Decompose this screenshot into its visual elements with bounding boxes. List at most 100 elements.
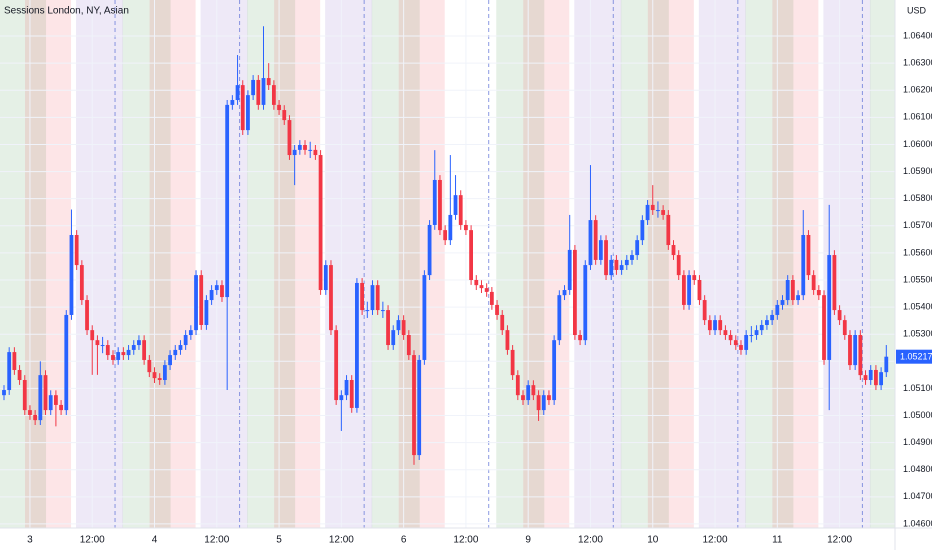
y-tick-label: 1.06200 (903, 85, 932, 95)
currency-label: USD (907, 5, 927, 15)
candle-body (775, 304, 780, 315)
last-price-label: 1.05217 (900, 352, 932, 362)
candle-body (33, 414, 38, 421)
candle-body (521, 395, 525, 401)
candle-body (386, 310, 390, 346)
asian-session (325, 0, 373, 528)
candle-body (707, 320, 712, 331)
candle-body (240, 85, 245, 131)
candle-body (194, 275, 198, 331)
candle-body (718, 320, 723, 331)
candle-body (801, 234, 806, 296)
candle-body (702, 300, 707, 321)
y-tick-label: 1.05500 (903, 274, 932, 284)
candle-body (656, 210, 660, 212)
y-tick-label: 1.05000 (903, 410, 932, 420)
candle-body (131, 345, 136, 350)
candle-body (266, 78, 271, 86)
candle-body (360, 282, 365, 311)
x-tick-label: 12:00 (80, 535, 105, 546)
x-tick-label: 12:00 (204, 535, 229, 546)
candle-body (303, 145, 307, 150)
candle-body (489, 291, 494, 305)
candle-body (95, 340, 100, 346)
candle-body (406, 335, 411, 356)
candle-body (417, 359, 422, 456)
y-tick-label: 1.04700 (903, 491, 932, 501)
asian-session (200, 0, 248, 528)
candle-body (547, 395, 551, 401)
ny-session (398, 0, 445, 528)
y-tick-label: 1.06100 (903, 112, 932, 122)
candle-body (43, 375, 48, 411)
london-session (0, 0, 47, 528)
candle-body (562, 290, 567, 296)
axis-labels: 1.04600 1.04700 1.04800 1.04900 1.05000 1.051… (27, 30, 932, 546)
candle-body (635, 240, 640, 256)
candle-body (874, 369, 878, 386)
candle-body (370, 285, 375, 311)
candle-body (848, 335, 852, 366)
candle-body (220, 285, 224, 298)
london-session (122, 0, 171, 528)
time-axis (0, 528, 932, 550)
x-tick-label: 12:00 (703, 535, 728, 546)
last-price-tag (896, 349, 932, 364)
asian-session (574, 0, 622, 528)
candle-body (246, 95, 250, 131)
ny-session (149, 0, 196, 528)
y-tick-label: 1.04600 (903, 518, 932, 528)
candle-body (567, 249, 572, 291)
candle-body (443, 230, 448, 241)
candles (2, 26, 889, 465)
y-tick-label: 1.06400 (903, 30, 932, 40)
candle-body (173, 349, 178, 356)
candle-body (329, 265, 333, 331)
candle-body (271, 85, 276, 105)
candle-body (178, 345, 183, 350)
candle-body (515, 375, 520, 396)
candle-body (152, 372, 157, 379)
candle-body (292, 149, 297, 156)
candle-body (74, 234, 79, 266)
candle-body (811, 275, 816, 291)
y-tick-label: 1.05900 (903, 166, 932, 176)
x-tick-label: 12:00 (329, 535, 354, 546)
price-axis (895, 0, 932, 550)
candle-body (235, 85, 240, 101)
candle-body (427, 224, 432, 276)
candle-body (484, 288, 489, 292)
candle-body (630, 255, 634, 260)
candle-body (687, 275, 691, 305)
candle-body (48, 395, 53, 411)
y-tick-label: 1.04800 (903, 464, 932, 474)
candle-body (495, 304, 499, 315)
candle-body (22, 380, 27, 411)
candle-body (432, 179, 437, 225)
candle-body (790, 279, 795, 301)
candle-body (650, 204, 655, 211)
candle-body (500, 314, 505, 331)
candle-body (614, 259, 619, 270)
candle-body (785, 279, 790, 301)
candle-body (318, 155, 323, 291)
candle-body (578, 335, 582, 341)
candle-body (749, 335, 754, 337)
candle-body (796, 295, 800, 301)
candle-body (619, 265, 624, 270)
candle-body (588, 220, 593, 266)
candle-body (552, 340, 557, 401)
candle-body (142, 340, 147, 360)
y-tick-label: 1.05100 (903, 383, 932, 393)
x-tick-label: 10 (647, 535, 659, 546)
candle-body (697, 279, 702, 301)
candle-body (85, 300, 89, 331)
candle-body (199, 275, 204, 325)
candle-body (837, 310, 842, 321)
candle-body (105, 345, 110, 356)
candle-body (453, 195, 458, 215)
candle-body (624, 259, 629, 266)
candle-body (671, 245, 676, 256)
candle-body (214, 285, 219, 291)
